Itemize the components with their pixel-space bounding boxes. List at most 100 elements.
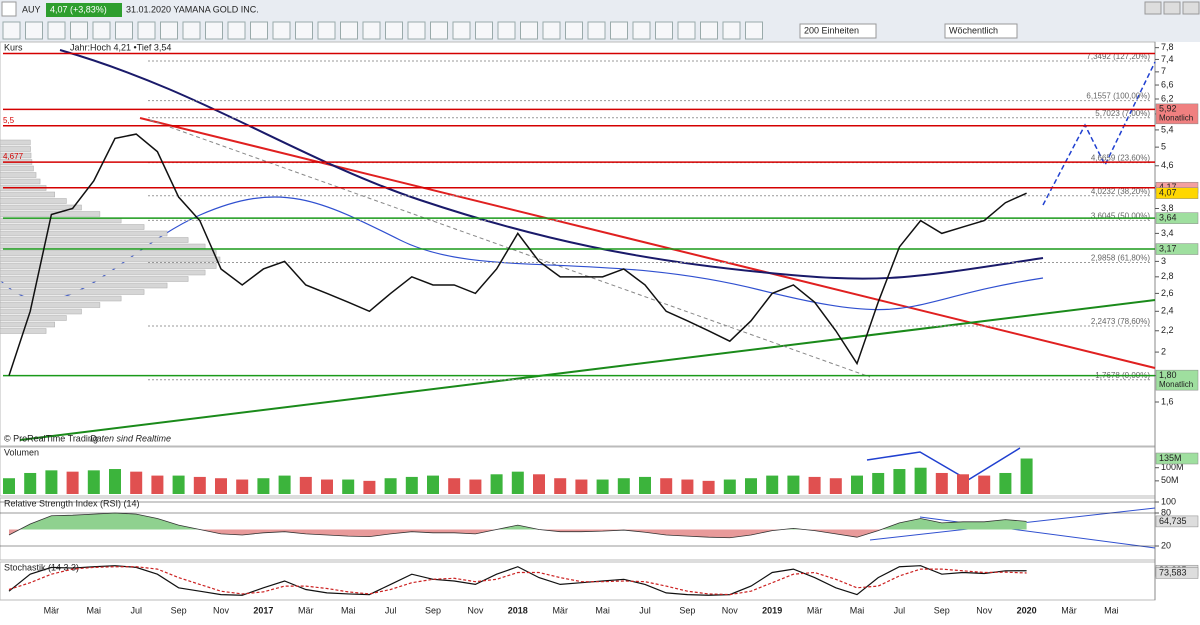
fib-label: 5,7023 (7,00%)	[1095, 109, 1150, 118]
y-tick-label: 2	[1161, 346, 1166, 356]
volume-bar	[257, 478, 270, 494]
tool-button[interactable]	[92, 21, 111, 40]
tool-button[interactable]	[115, 21, 133, 40]
volume-bar	[130, 471, 143, 494]
tool-button[interactable]	[340, 21, 358, 40]
tool-button[interactable]	[2, 21, 21, 40]
tool-button[interactable]	[407, 21, 426, 40]
x-tick-label: Jul	[130, 605, 142, 615]
volume-bar	[363, 480, 376, 494]
x-tick-label: Sep	[679, 605, 695, 615]
price-tag-label: 64,735	[1159, 516, 1187, 526]
quote: 4,07 (+3,83%)	[50, 4, 107, 14]
volume-bar	[215, 478, 227, 494]
tool-button[interactable]	[700, 21, 718, 40]
panel-subtitle: Jahr:Hoch 4,21 •Tief 3,54	[70, 42, 171, 52]
maximize-button[interactable]	[1163, 1, 1181, 15]
volume-bar	[978, 475, 991, 494]
volume-trend	[866, 447, 1021, 481]
y-tick-label: 100	[1161, 496, 1176, 506]
tool-button[interactable]	[362, 21, 381, 40]
price-tag-label: 5,92	[1159, 104, 1177, 114]
y-tick-label: 50M	[1161, 475, 1179, 485]
volume-bar	[851, 475, 863, 494]
tool-button[interactable]	[70, 21, 88, 40]
volume-bar	[405, 476, 418, 494]
y-tick-label: 1,6	[1161, 396, 1174, 406]
tool-button[interactable]	[497, 21, 516, 40]
tool-button[interactable]	[565, 21, 583, 40]
tool-button[interactable]	[677, 21, 696, 40]
tool-button[interactable]	[475, 21, 493, 40]
tool-button[interactable]	[587, 21, 606, 40]
volume-profile	[0, 204, 82, 211]
tool-button[interactable]	[250, 21, 268, 40]
volume-profile	[0, 243, 206, 250]
tool-button[interactable]	[722, 21, 741, 40]
volume-profile	[0, 165, 34, 172]
volume-profile	[0, 237, 189, 243]
tool-button[interactable]	[610, 21, 628, 40]
volume-profile	[0, 146, 31, 152]
volume-bar	[957, 474, 969, 494]
tool-button[interactable]	[227, 21, 246, 40]
y-tick-label: 2,4	[1161, 306, 1174, 316]
y-tick-label: 100M	[1161, 462, 1184, 472]
price-tag	[1155, 187, 1199, 199]
tool-button[interactable]	[295, 21, 313, 40]
tool-button[interactable]	[385, 21, 403, 40]
tool-button[interactable]	[317, 21, 336, 40]
x-tick-label: Mär	[44, 605, 60, 615]
credit-note: Daten sind Realtime	[90, 433, 171, 443]
tool-button[interactable]	[542, 21, 561, 40]
y-tick-label: 6,2	[1161, 93, 1174, 103]
volume-bar	[24, 472, 37, 494]
tool-button[interactable]	[520, 21, 538, 40]
tool-button[interactable]	[25, 21, 43, 40]
period-select[interactable]	[944, 23, 1018, 39]
volume-bar	[808, 476, 821, 494]
x-tick-label: Nov	[722, 605, 739, 615]
x-tick-label: Sep	[425, 605, 441, 615]
tool-button[interactable]	[745, 21, 763, 40]
tool-button[interactable]	[182, 21, 201, 40]
support-trendline	[19, 299, 1156, 441]
volume-profile	[0, 250, 217, 256]
app-icon[interactable]	[1, 1, 17, 17]
close-button[interactable]	[1182, 1, 1200, 15]
x-tick-label: Mär	[552, 605, 568, 615]
moving-average	[59, 49, 1044, 280]
y-tick-label: 3,8	[1161, 203, 1174, 213]
tool-button[interactable]	[47, 21, 66, 40]
y-tick-label: 7,8	[1161, 42, 1174, 52]
tool-button[interactable]	[632, 21, 651, 40]
y-tick-label: 6,6	[1161, 79, 1174, 89]
price-tag-label: 73,583	[1159, 567, 1187, 577]
volume-bar	[321, 479, 333, 494]
level-label: 4,677	[3, 152, 24, 161]
volume-bar	[702, 480, 715, 494]
minimize-button[interactable]	[1144, 1, 1162, 15]
tool-button[interactable]	[205, 21, 223, 40]
tool-button[interactable]	[452, 21, 471, 40]
fib-label: 4,0232 (38,20%)	[1091, 187, 1150, 196]
tool-button[interactable]	[160, 21, 178, 40]
x-tick-label: 2019	[762, 605, 782, 615]
price-tag	[1155, 515, 1199, 528]
x-tick-label: 2020	[1017, 605, 1037, 615]
tool-button[interactable]	[430, 21, 448, 40]
x-tick-label: Mär	[298, 605, 314, 615]
volume-profile	[0, 321, 55, 328]
volume-profile	[0, 198, 67, 204]
fib-label: 2,2473 (78,60%)	[1091, 317, 1150, 326]
units-select[interactable]	[799, 23, 877, 39]
volume-bar	[427, 475, 439, 494]
volume-profile	[0, 308, 82, 315]
tool-button[interactable]	[272, 21, 291, 40]
tool-button[interactable]	[137, 21, 156, 40]
tool-icons	[2, 21, 763, 40]
price-tag	[1155, 567, 1199, 579]
volume-bar	[299, 476, 312, 494]
tool-button[interactable]	[655, 21, 673, 40]
